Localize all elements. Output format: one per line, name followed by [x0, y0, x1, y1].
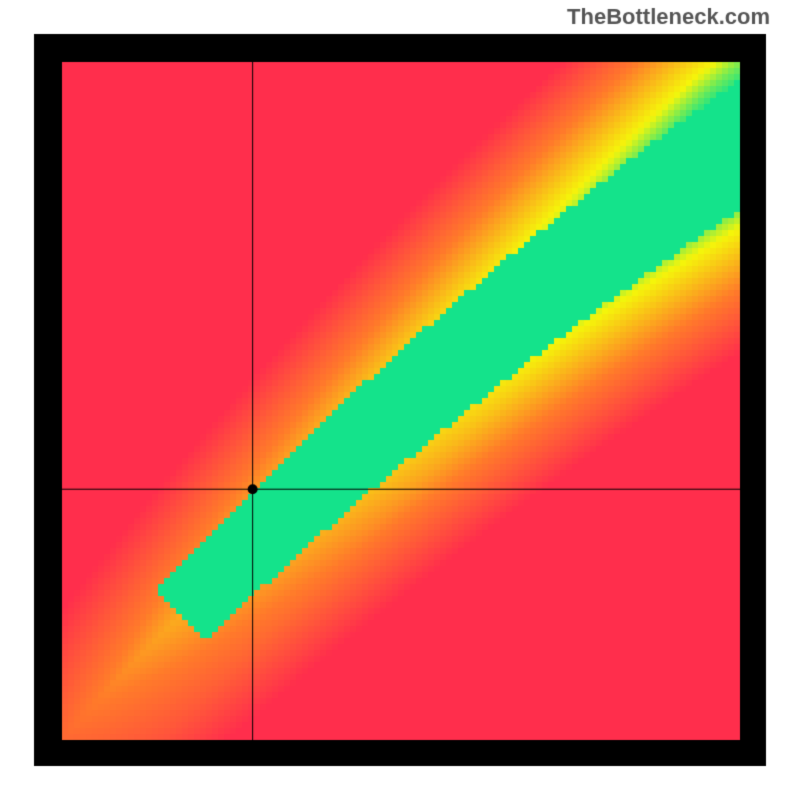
bottleneck-heatmap — [0, 0, 800, 800]
